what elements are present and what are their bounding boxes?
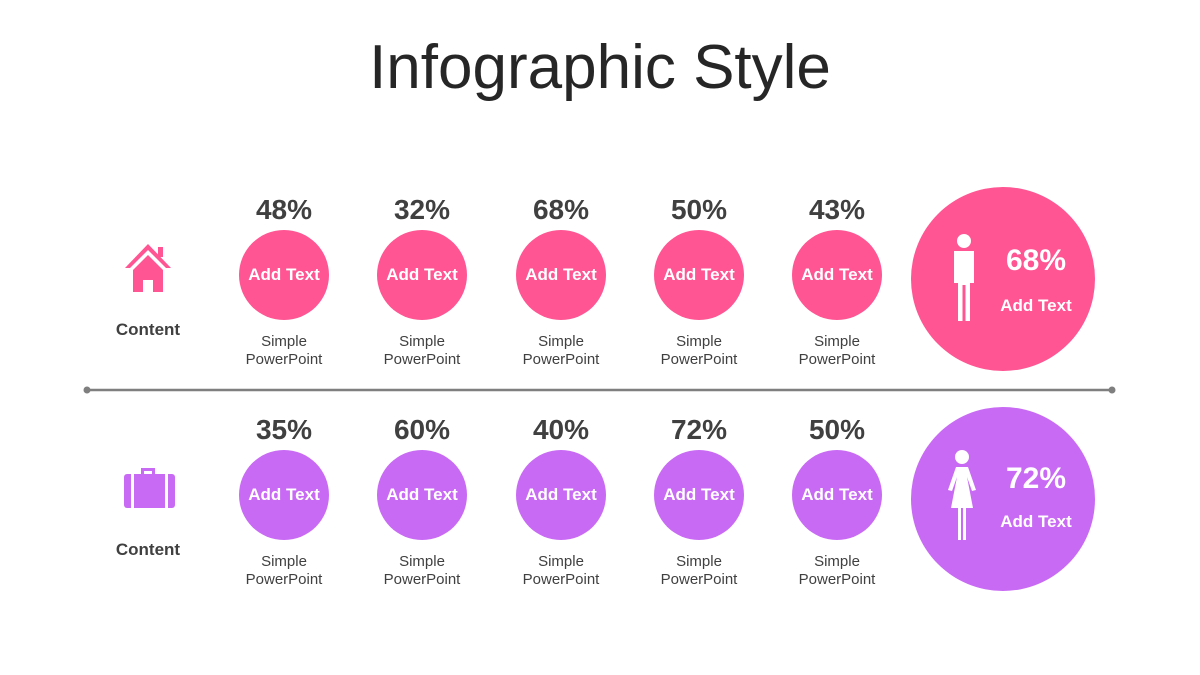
- row-label: Content: [115, 540, 181, 559]
- divider-dot: [83, 386, 91, 394]
- house-icon: [125, 244, 171, 292]
- percent: 43%: [808, 194, 866, 225]
- circle-label: Add Text: [377, 230, 467, 320]
- circle-label: Add Text: [516, 230, 606, 320]
- circle-label: Add Text: [516, 450, 606, 540]
- percent: 32%: [393, 194, 451, 225]
- circle-label: Add Text: [654, 230, 744, 320]
- highlight-circle: [911, 407, 1095, 591]
- highlight-text: Add Text: [1000, 296, 1072, 315]
- man-icon: [954, 234, 974, 321]
- percent: 48%: [255, 194, 313, 225]
- circle-label: Add Text: [239, 450, 329, 540]
- divider-dot: [1108, 386, 1116, 394]
- highlight-text: Add Text: [1000, 512, 1072, 531]
- caption: Simple PowerPoint: [245, 333, 323, 368]
- circle-label: Add Text: [792, 230, 882, 320]
- circle-label: Add Text: [239, 230, 329, 320]
- highlight-percent: 68%: [1005, 244, 1067, 277]
- highlight-percent: 72%: [1005, 462, 1067, 495]
- briefcase-icon: [124, 468, 175, 508]
- percent: 40%: [532, 414, 590, 445]
- caption: Simple PowerPoint: [660, 553, 738, 588]
- percent: 50%: [670, 194, 728, 225]
- caption: Simple PowerPoint: [245, 553, 323, 588]
- row-label: Content: [115, 320, 181, 339]
- percent: 60%: [393, 414, 451, 445]
- percent: 72%: [670, 414, 728, 445]
- percent: 35%: [255, 414, 313, 445]
- caption: Simple PowerPoint: [522, 333, 600, 368]
- circle-label: Add Text: [792, 450, 882, 540]
- caption: Simple PowerPoint: [798, 333, 876, 368]
- caption: Simple PowerPoint: [522, 553, 600, 588]
- caption: Simple PowerPoint: [660, 333, 738, 368]
- caption: Simple PowerPoint: [383, 553, 461, 588]
- percent: 50%: [808, 414, 866, 445]
- circle-label: Add Text: [654, 450, 744, 540]
- title: Infographic Style: [369, 33, 831, 102]
- woman-icon: [948, 450, 976, 540]
- caption: Simple PowerPoint: [798, 553, 876, 588]
- percent: 68%: [532, 194, 590, 225]
- circle-label: Add Text: [377, 450, 467, 540]
- caption: Simple PowerPoint: [383, 333, 461, 368]
- highlight-circle: [911, 187, 1095, 371]
